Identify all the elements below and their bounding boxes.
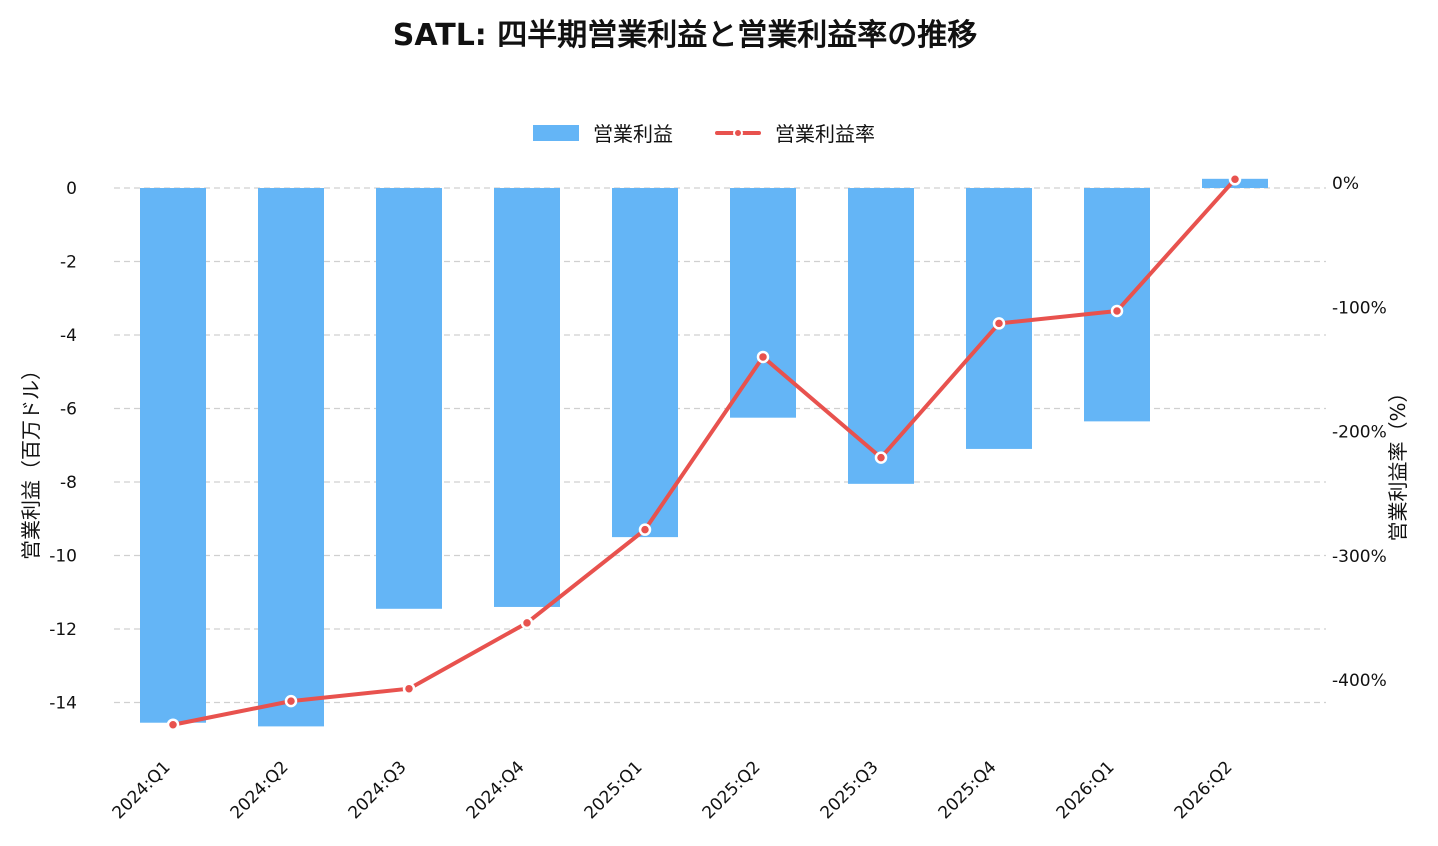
bars <box>140 178 1268 727</box>
margin-point-2025:Q4 <box>992 317 1006 330</box>
right-tick-label: -200% <box>1332 423 1387 443</box>
margin-point-2025:Q2 <box>756 350 770 364</box>
right-tick-label: 0% <box>1332 174 1359 194</box>
right-tick-label: -100% <box>1332 298 1387 318</box>
legend-swatch-line <box>715 125 761 141</box>
left-tick-label: -4 <box>60 326 77 346</box>
legend-label-operating-income: 営業利益 <box>593 122 673 146</box>
left-tick-label: -6 <box>60 400 77 420</box>
margin-point-2024:Q4 <box>520 616 534 630</box>
margin-point-2025:Q3 <box>874 451 888 464</box>
bar-2024:Q1 <box>140 188 206 723</box>
x-tick-label: 2024:Q1 <box>109 757 175 823</box>
bar-2024:Q3 <box>376 188 442 609</box>
left-tick-label: -10 <box>49 547 77 567</box>
margin-point-2024:Q1 <box>166 718 180 731</box>
legend-swatch-bar <box>533 124 579 141</box>
left-tick-label: 0 <box>66 179 77 199</box>
x-tick-label: 2024:Q2 <box>227 757 293 823</box>
bar-2024:Q4 <box>494 188 560 607</box>
left-tick-label: -14 <box>49 694 77 714</box>
bar-2025:Q1 <box>612 188 678 538</box>
margin-line <box>172 177 1237 727</box>
right-axis-title: 営業利益率（%） <box>1386 382 1410 541</box>
x-tick-label: 2025:Q4 <box>935 757 1001 823</box>
left-axis-title: 営業利益（百万ドル） <box>19 360 43 560</box>
x-tick-label: 2026:Q1 <box>1053 757 1119 823</box>
left-tick-label: -2 <box>60 253 77 273</box>
right-tick-label: -300% <box>1332 547 1387 567</box>
margin-point-2026:Q2 <box>1228 173 1242 186</box>
legend: 営業利益 営業利益率 <box>0 118 1408 147</box>
bar-2025:Q2 <box>730 188 796 418</box>
legend-entry-operating-income: 営業利益 <box>533 118 673 147</box>
left-tick-label: -12 <box>49 620 77 640</box>
x-tick-label: 2024:Q3 <box>345 757 411 823</box>
left-tick-label: -8 <box>60 473 77 493</box>
x-tick-label: 2025:Q1 <box>581 757 647 823</box>
right-axis-ticks: 0% -100% -200% -300% -400% <box>1332 174 1387 691</box>
x-axis-ticks: 2024:Q1 2024:Q2 2024:Q3 2024:Q4 2025:Q1 2025:… <box>109 757 1237 823</box>
chart-title: SATL: 四半期営業利益と営業利益率の推移 <box>392 18 978 53</box>
margin-line-layer <box>166 173 1242 731</box>
x-tick-label: 2026:Q2 <box>1171 757 1237 823</box>
x-tick-label: 2024:Q4 <box>463 757 529 823</box>
margin-point-2024:Q3 <box>402 682 416 695</box>
legend-entry-operating-margin: 営業利益率 <box>715 118 875 147</box>
x-tick-label: 2025:Q3 <box>817 757 883 823</box>
right-tick-label: -400% <box>1332 671 1387 691</box>
x-tick-label: 2025:Q2 <box>699 757 765 823</box>
margin-point-2024:Q2 <box>284 694 298 708</box>
bar-2024:Q2 <box>258 188 324 727</box>
margin-point-2026:Q1 <box>1110 304 1124 318</box>
left-axis-ticks: 0 -2 -4 -6 -8 -10 -12 -14 <box>49 179 77 714</box>
legend-label-operating-margin: 営業利益率 <box>775 122 875 146</box>
margin-point-2025:Q1 <box>638 523 652 536</box>
bar-2026:Q1 <box>1084 188 1150 422</box>
